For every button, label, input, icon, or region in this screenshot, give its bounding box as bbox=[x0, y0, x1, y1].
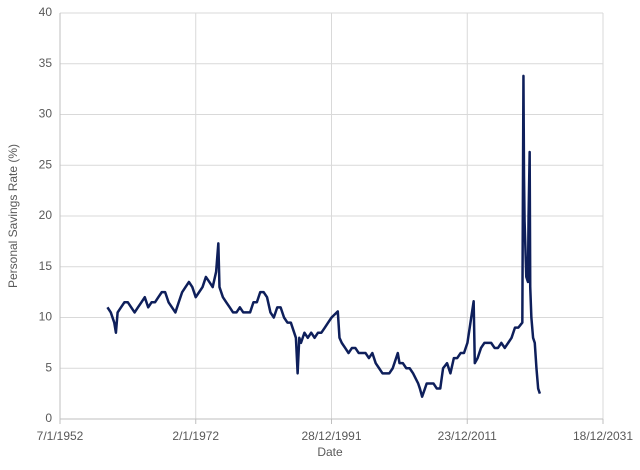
y-tick-label: 15 bbox=[39, 259, 53, 273]
x-tick-label: 7/1/1952 bbox=[37, 429, 84, 443]
y-axis-label: Personal Savings Rate (%) bbox=[6, 144, 20, 288]
y-tick-label: 10 bbox=[39, 310, 53, 324]
y-tick-label: 25 bbox=[39, 157, 53, 171]
y-tick-label: 5 bbox=[45, 360, 52, 374]
data-line bbox=[106, 74, 542, 398]
y-tick-label: 40 bbox=[39, 5, 53, 19]
x-tick-label: 18/12/2031 bbox=[573, 429, 633, 443]
x-axis-label: Date bbox=[317, 445, 343, 459]
y-tick-label: 0 bbox=[45, 411, 52, 425]
x-tick-label: 23/12/2011 bbox=[438, 429, 497, 443]
x-tick-label: 2/1/1972 bbox=[172, 429, 219, 443]
y-tick-label: 20 bbox=[39, 208, 53, 222]
x-tick-label: 28/12/1991 bbox=[301, 429, 361, 443]
y-tick-label: 35 bbox=[39, 56, 53, 70]
y-tick-label: 30 bbox=[39, 107, 53, 121]
